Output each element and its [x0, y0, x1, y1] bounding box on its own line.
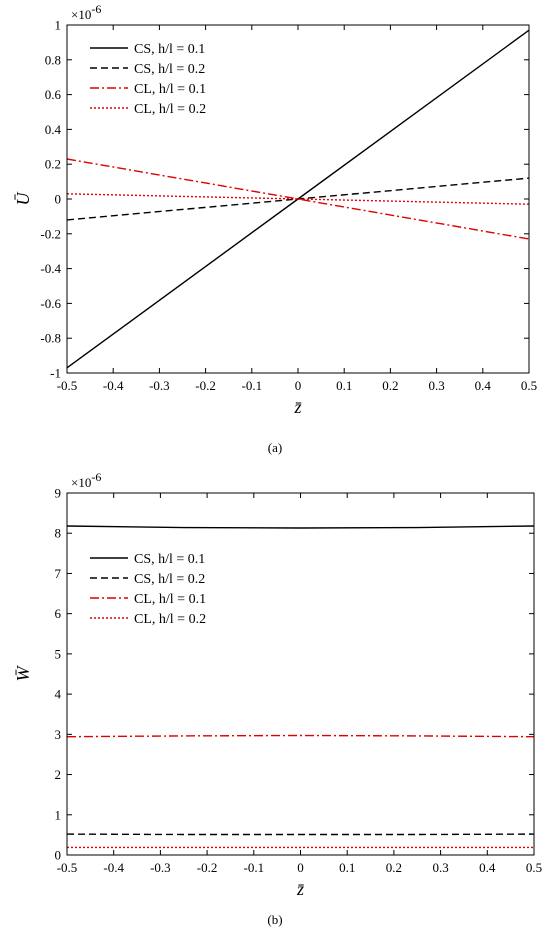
y-tick-label: -0.6	[40, 296, 61, 311]
y-tick-label: -0.8	[40, 331, 61, 346]
x-tick-label: 0.5	[521, 378, 537, 393]
y-axis-label: Ū	[13, 192, 33, 206]
y-tick-label: -0.4	[40, 261, 61, 276]
legend-label-2: CS, h/l = 0.2	[134, 572, 205, 587]
legend-label-3: CL, h/l = 0.1	[134, 592, 206, 607]
legend-label-1: CS, h/l = 0.1	[134, 42, 205, 57]
y-exponent-power: -6	[91, 2, 101, 16]
legend-label-4: CL, h/l = 0.2	[134, 102, 206, 117]
series-line-1	[66, 525, 535, 529]
y-tick-label: 6	[55, 606, 62, 621]
legend-label-1: CS, h/l = 0.1	[134, 552, 205, 567]
x-axis-label: z̄	[296, 879, 305, 899]
x-tick-label: 0.4	[475, 378, 492, 393]
x-tick-label: -0.2	[197, 860, 218, 875]
caption-a: (a)	[268, 440, 282, 455]
chart-panel-a: -0.5 -0.4 -0.3 -0.2 -0.1 0 0.1 0.2 0.3 0.4 0.5 -1 -0…	[13, 2, 537, 417]
x-tick-label: -0.5	[57, 860, 78, 875]
x-tick-label: -0.2	[195, 378, 216, 393]
y-tick-label: 4	[55, 687, 62, 702]
legend-label-2: CS, h/l = 0.2	[134, 62, 205, 77]
y-axis-label: W̄	[13, 665, 33, 682]
legend-label-4: CL, h/l = 0.2	[134, 612, 206, 627]
x-tick-label: 0.1	[339, 860, 355, 875]
x-tick-label: -0.1	[242, 378, 263, 393]
x-tick-label: 0	[295, 378, 302, 393]
x-tick-label: -0.5	[57, 378, 78, 393]
y-exponent-label: ×10-6	[71, 470, 101, 490]
x-tick-label: 0.2	[386, 860, 402, 875]
y-exponent-power: -6	[91, 470, 101, 484]
y-tick-label: 0.2	[45, 157, 61, 172]
x-tick-label: 0.4	[479, 860, 496, 875]
x-tick-label: 0	[297, 860, 304, 875]
y-tick-label: 1	[55, 807, 62, 822]
legend-label-3: CL, h/l = 0.1	[134, 82, 206, 97]
x-tick-label: -0.1	[244, 860, 265, 875]
y-tick-label: 0.8	[45, 52, 61, 67]
y-tick-label: 8	[55, 526, 62, 541]
x-axis-label: z̄	[293, 397, 302, 417]
y-tick-label: 0	[55, 192, 62, 207]
x-tick-label: 0.3	[432, 860, 448, 875]
caption-b: (b)	[267, 912, 282, 927]
y-exponent-label: ×10-6	[71, 2, 101, 22]
y-tick-label: 5	[55, 646, 62, 661]
x-tick-label: 0.2	[382, 378, 398, 393]
x-tick-label: -0.4	[103, 860, 124, 875]
y-tick-label: 1	[55, 18, 62, 33]
x-tick-label: 0.1	[336, 378, 352, 393]
x-tick-label: 0.3	[428, 378, 444, 393]
series-line-3	[66, 158, 530, 240]
y-tick-label: 0	[55, 848, 62, 863]
y-tick-label: 0.6	[45, 87, 62, 102]
y-tick-label: 2	[55, 767, 62, 782]
chart-panel-b: -0.5 -0.4 -0.3 -0.2 -0.1 0 0.1 0.2 0.3 0.4 0.5 0 1 2 3…	[13, 470, 542, 899]
x-tick-label: -0.3	[149, 378, 170, 393]
y-tick-label: -0.2	[40, 226, 61, 241]
x-tick-label: 0.5	[526, 860, 542, 875]
x-tick-label: -0.4	[103, 378, 124, 393]
series-line-3	[66, 734, 535, 738]
x-tick-label: -0.3	[150, 860, 171, 875]
y-tick-label: -1	[50, 366, 61, 381]
y-tick-label: 3	[55, 727, 62, 742]
y-tick-label: 9	[55, 486, 62, 501]
series-line-4	[66, 193, 530, 205]
y-tick-label: 7	[55, 566, 62, 581]
plot-frame	[66, 492, 535, 856]
y-tick-label: 0.4	[45, 122, 62, 137]
